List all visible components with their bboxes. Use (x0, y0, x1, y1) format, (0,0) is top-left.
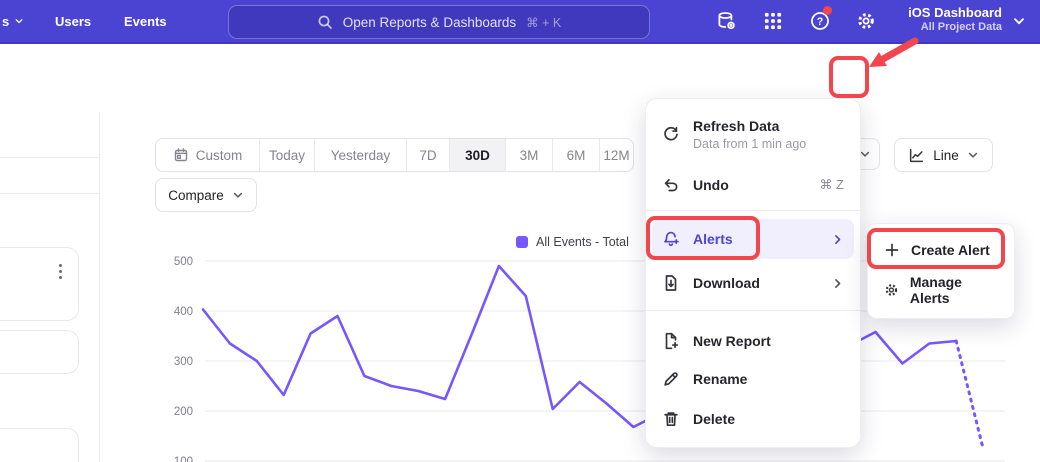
menu-item-label: Rename (693, 371, 748, 387)
project-scope: All Project Data (920, 21, 1002, 34)
report-header (0, 44, 1040, 110)
nav-item-users[interactable]: Users (55, 13, 92, 29)
project-selector[interactable]: iOS Dashboard All Project Data (908, 5, 1002, 35)
range-6m[interactable]: 6M (552, 139, 599, 171)
chevron-down-icon (1014, 18, 1024, 25)
submenu-item-label: Manage Alerts (909, 274, 962, 306)
submenu-item-create-alert[interactable]: Create Alert (874, 232, 1008, 268)
chevron-down-icon (860, 151, 870, 157)
download-icon (665, 275, 677, 291)
chevron-right-icon (835, 234, 841, 244)
bell-plus-icon (664, 231, 679, 246)
nav-item-events[interactable]: Events (124, 13, 167, 29)
svg-text:?: ? (817, 16, 823, 28)
svg-text:400: 400 (174, 306, 193, 318)
menu-item-sublabel: Data from 1 min ago (693, 136, 807, 151)
search-shortcut: ⌘ + K (526, 15, 562, 30)
range-label: 7D (419, 147, 437, 163)
query-builder-card[interactable] (0, 330, 79, 374)
menu-item-label: New Report (693, 333, 771, 349)
range-12m[interactable]: 12M (599, 139, 633, 171)
svg-text:200: 200 (174, 406, 193, 418)
menu-item-label: Undo (693, 177, 729, 193)
range-yesterday[interactable]: Yesterday (314, 139, 406, 171)
range-label: 12M (603, 147, 630, 163)
menu-item-alerts[interactable]: Alerts (652, 219, 854, 259)
menu-item-label: Refresh Data (693, 117, 780, 134)
search-icon (318, 15, 332, 29)
range-3m[interactable]: 3M (505, 139, 552, 171)
data-management-icon[interactable] (716, 11, 736, 31)
apps-grid-icon[interactable] (763, 11, 783, 31)
query-builder-card[interactable] (0, 428, 79, 462)
chevron-down-icon (233, 192, 242, 198)
range-label: 3M (519, 147, 539, 163)
chart-type-button[interactable]: Line (894, 138, 993, 172)
search-input[interactable]: Open Reports & Dashboards ⌘ + K (228, 5, 650, 39)
menu-item-label: Alerts (693, 231, 733, 247)
chart-legend[interactable]: All Events - Total (516, 235, 629, 249)
pencil-icon (664, 372, 678, 386)
chevron-down-icon (15, 19, 23, 24)
settings-gear-icon[interactable] (856, 11, 876, 31)
calendar-icon (174, 148, 187, 162)
submenu-item-label: Create Alert (911, 242, 990, 258)
menu-item-rename[interactable]: Rename (652, 359, 854, 399)
menu-divider (646, 210, 860, 211)
gear-icon (885, 284, 898, 296)
query-builder-card[interactable] (0, 247, 79, 321)
svg-text:100: 100 (174, 456, 193, 462)
range-label: Custom (195, 147, 243, 163)
submenu-item-manage-alerts[interactable]: Manage Alerts (874, 272, 1008, 308)
menu-item-label: Delete (693, 411, 736, 427)
range-label: Today (268, 147, 306, 163)
compare-label: Compare (168, 187, 224, 203)
help-icon[interactable]: ? (810, 11, 830, 31)
nav-item-cutoff[interactable]: s (2, 14, 24, 29)
alerts-submenu: Create Alert Manage Alerts (867, 223, 1015, 319)
line-chart-icon (910, 148, 924, 162)
report-options-menu: Refresh Data Data from 1 min ago Undo ⌘ … (645, 98, 861, 448)
chevron-down-icon (968, 152, 977, 158)
range-label: Yesterday (330, 147, 391, 163)
legend-label: All Events - Total (536, 235, 629, 249)
search-placeholder: Open Reports & Dashboards (342, 14, 517, 30)
menu-item-label: Download (693, 275, 760, 291)
trash-icon (664, 412, 678, 427)
menu-item-shortcut: ⌘ Z (819, 177, 844, 192)
range-30d-selected[interactable]: 30D (449, 139, 505, 171)
range-label: 30D (465, 147, 490, 163)
legend-swatch (516, 236, 528, 248)
svg-text:500: 500 (174, 256, 193, 268)
kebab-menu-icon[interactable] (52, 258, 68, 284)
menu-item-delete[interactable]: Delete (652, 399, 854, 439)
chevron-right-icon (835, 278, 841, 288)
range-label: 6M (566, 147, 586, 163)
undo-icon (664, 178, 678, 192)
compare-button[interactable]: Compare (155, 178, 257, 212)
top-nav-bar: s Users Events Open Reports & Dashboards… (0, 0, 1040, 44)
refresh-icon (664, 126, 678, 141)
menu-item-undo[interactable]: Undo ⌘ Z (652, 165, 854, 205)
range-custom[interactable]: Custom (156, 139, 259, 171)
menu-divider (646, 310, 860, 311)
sidebar-divider (99, 112, 100, 462)
new-report-icon (665, 332, 679, 350)
menu-item-download[interactable]: Download (652, 263, 854, 303)
nav-item-cutoff-label: s (2, 13, 10, 29)
sidebar-row-divider (0, 193, 99, 194)
date-range-selector: Custom Today Yesterday 7D 30D 3M 6M 12M (155, 138, 634, 172)
chart-type-label: Line (933, 147, 959, 163)
plus-icon (885, 243, 899, 257)
notification-dot (823, 6, 832, 15)
range-today[interactable]: Today (259, 139, 314, 171)
menu-item-new-report[interactable]: New Report (652, 321, 854, 361)
project-name: iOS Dashboard (908, 5, 1002, 20)
sidebar-row-divider (0, 157, 99, 158)
svg-text:300: 300 (174, 356, 193, 368)
range-7d[interactable]: 7D (406, 139, 449, 171)
menu-item-refresh-data[interactable]: Refresh Data Data from 1 min ago (652, 111, 854, 157)
